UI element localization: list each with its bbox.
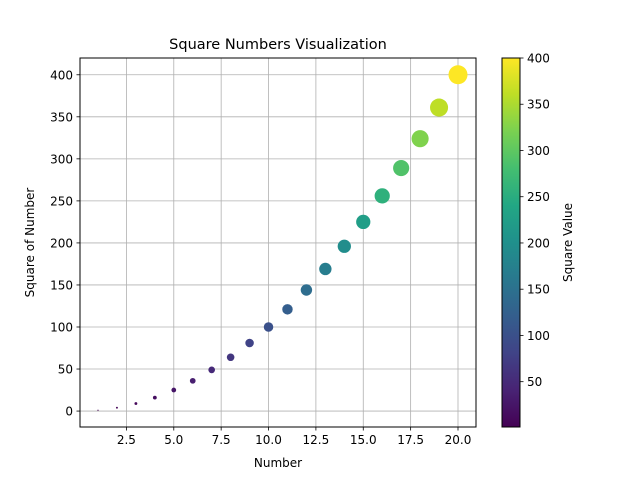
x-tick-label: 7.5 — [212, 433, 231, 447]
colorbar-ticks: 50 100 150 200 250 300 350 400 — [520, 52, 550, 389]
colorbar-tick-label: 50 — [527, 375, 542, 389]
colorbar-tick-label: 150 — [527, 283, 550, 297]
y-tick-label: 100 — [50, 320, 73, 334]
data-point — [300, 284, 313, 296]
data-point — [356, 214, 371, 230]
data-point — [189, 377, 196, 384]
colorbar-tick-label: 350 — [527, 98, 550, 112]
data-point — [134, 402, 138, 405]
colorbar-frame — [501, 57, 521, 428]
x-tick-label: 17.5 — [397, 433, 424, 447]
colorbar-tick-label: 200 — [527, 236, 550, 250]
data-point — [430, 98, 449, 117]
y-tick-label: 150 — [50, 278, 73, 292]
colorbar-tick-label: 300 — [527, 144, 550, 158]
data-point — [319, 262, 332, 276]
grid-lines — [80, 58, 476, 427]
y-axis-label: Square of Number — [23, 188, 37, 298]
colorbar-tick-label: 100 — [527, 329, 550, 343]
data-point — [337, 239, 351, 253]
data-point — [171, 387, 177, 393]
colorbar: 50 100 150 200 250 300 350 400 Square Value — [501, 52, 575, 428]
data-point — [115, 406, 118, 409]
colorbar-tick-label: 250 — [527, 190, 550, 204]
y-tick-label: 0 — [65, 405, 73, 419]
data-point — [393, 160, 410, 177]
y-tick-label: 300 — [50, 152, 73, 166]
data-point — [152, 395, 157, 400]
chart-title: Square Numbers Visualization — [169, 37, 387, 53]
data-point — [226, 353, 235, 362]
data-points — [97, 65, 468, 411]
plot-frame — [79, 57, 477, 428]
x-tick-label: 20.0 — [445, 433, 472, 447]
y-tick-label: 400 — [50, 68, 73, 82]
colorbar-label: Square Value — [561, 203, 575, 282]
data-point — [448, 65, 468, 85]
x-tick-label: 12.5 — [303, 433, 330, 447]
y-tick-label: 200 — [50, 236, 73, 250]
data-point — [411, 130, 429, 148]
y-tick-label: 350 — [50, 110, 73, 124]
x-tick-label: 15.0 — [350, 433, 377, 447]
data-point — [263, 322, 274, 332]
data-point — [97, 409, 99, 411]
data-point — [374, 188, 390, 204]
colorbar-tick-label: 400 — [527, 52, 550, 66]
y-tick-label: 250 — [50, 194, 73, 208]
data-point — [245, 338, 254, 348]
x-tick-label: 2.5 — [117, 433, 136, 447]
x-axis-label: Number — [254, 456, 302, 470]
x-tick-label: 5.0 — [164, 433, 183, 447]
y-tick-label: 50 — [58, 363, 73, 377]
x-tick-label: 10.0 — [255, 433, 282, 447]
data-point — [282, 304, 293, 315]
y-axis-ticks: 0 50 100 150 200 250 300 350 400 — [50, 68, 80, 419]
data-point — [208, 366, 216, 374]
x-axis-ticks: 2.5 5.0 7.5 10.0 12.5 15.0 17.5 20.0 — [117, 427, 471, 447]
colorbar-gradient — [502, 58, 520, 427]
